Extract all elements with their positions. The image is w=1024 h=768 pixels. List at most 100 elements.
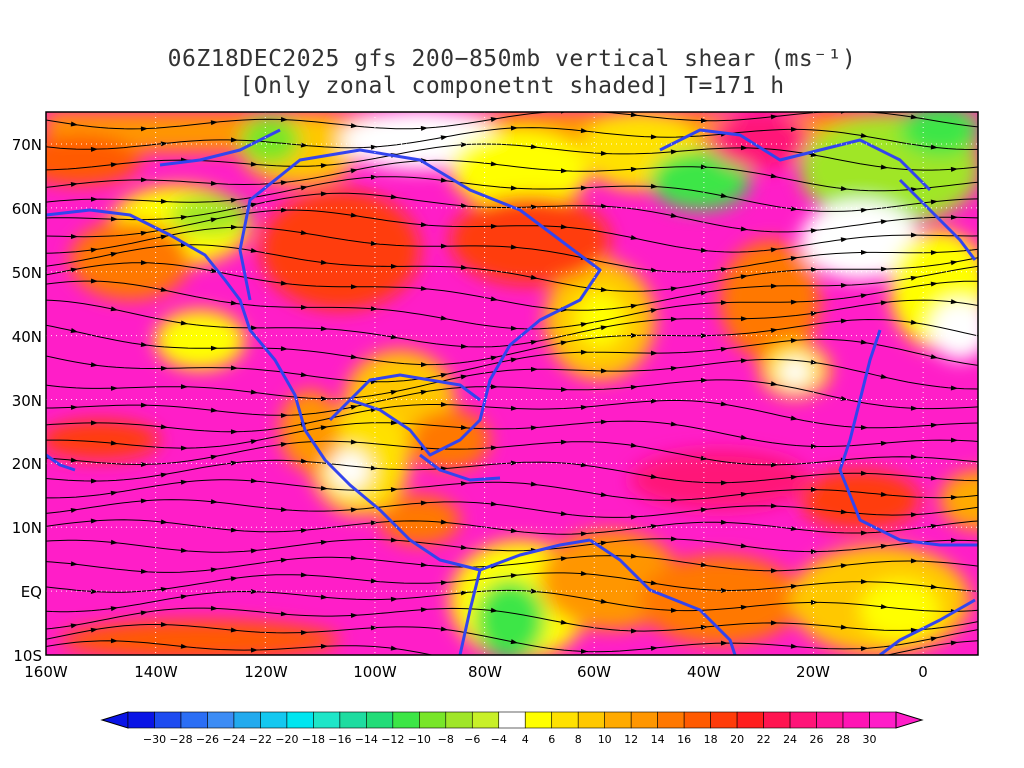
streamline-arrow — [160, 622, 168, 628]
colorbar-label: 4 — [522, 733, 529, 746]
streamline-arrow — [510, 125, 518, 131]
streamline-arrow — [930, 584, 938, 590]
streamline — [46, 420, 978, 449]
colorbar-min-arrow — [100, 711, 129, 729]
streamline-arrow — [180, 594, 188, 600]
streamline-arrow — [300, 185, 308, 191]
streamline-arrow — [950, 537, 958, 543]
streamline-arrow — [110, 306, 118, 312]
streamline-arrow — [320, 396, 328, 402]
streamline-arrow — [90, 278, 98, 284]
streamline-arrow — [510, 460, 518, 466]
lat-label-10n: 10N — [12, 519, 42, 537]
lat-label-40n: 40N — [12, 328, 42, 346]
streamline-arrow — [770, 283, 778, 289]
streamline-arrow — [650, 474, 658, 479]
streamline-arrow — [790, 338, 798, 344]
streamline-arrow — [790, 256, 798, 261]
streamline-arrow — [420, 607, 428, 613]
streamline-arrow — [510, 528, 518, 534]
streamline — [46, 209, 978, 253]
streamline-arrow — [530, 481, 538, 487]
streamline-arrow — [740, 604, 748, 610]
streamline-arrow — [390, 596, 398, 602]
streamline-arrow — [560, 511, 568, 517]
streamline-arrow — [350, 439, 358, 445]
streamline-arrow — [280, 557, 288, 563]
streamline — [46, 112, 978, 130]
streamline-arrow — [370, 240, 378, 246]
streamline-arrow — [720, 193, 728, 198]
colorbar-swatch — [630, 711, 658, 729]
colorbar-swatch — [498, 711, 526, 729]
streamline — [46, 538, 978, 553]
colorbar-label: 10 — [598, 733, 612, 746]
streamline-arrow — [600, 492, 608, 498]
colorbar-swatch — [789, 711, 817, 729]
colorbar-swatch — [683, 711, 711, 729]
streamline-arrow — [280, 180, 288, 186]
streamline-arrow — [350, 555, 358, 561]
streamline-arrow — [140, 402, 148, 408]
shaded-field — [46, 112, 978, 655]
streamline-arrow — [630, 514, 638, 520]
streamline — [46, 379, 978, 416]
colorbar-label: −22 — [249, 733, 272, 746]
streamline-arrow — [370, 465, 378, 471]
streamline-arrow — [350, 613, 358, 619]
streamline-arrow — [140, 260, 148, 266]
streamline-arrow — [950, 260, 958, 266]
streamline-arrow — [700, 247, 708, 253]
streamline-arrow — [110, 606, 118, 612]
streamline-arrow — [560, 387, 568, 393]
streamline-arrow — [210, 605, 218, 611]
streamline-arrow — [790, 584, 798, 590]
streamline-arrow — [490, 355, 498, 361]
streamline-arrow — [650, 398, 658, 404]
streamline-arrow — [770, 381, 778, 387]
streamline-arrow — [251, 325, 258, 331]
streamline-arrow — [320, 191, 328, 197]
streamline-arrow — [700, 507, 708, 513]
streamline — [46, 607, 978, 632]
streamline-arrow — [420, 125, 428, 131]
streamline-arrow — [860, 132, 868, 138]
streamline-arrow — [880, 373, 888, 379]
streamline-arrow — [210, 407, 218, 413]
colorbar-label: 28 — [836, 733, 850, 746]
streamline-arrow — [70, 234, 78, 240]
streamline-arrow — [580, 462, 588, 468]
colorbar-swatch — [763, 711, 791, 729]
streamline-arrow — [510, 639, 518, 645]
streamline-arrow — [110, 440, 118, 446]
streamline-arrow — [140, 462, 148, 468]
lon-label-160w: 160W — [24, 663, 68, 681]
streamline-arrow — [420, 362, 428, 368]
colorbar-swatch — [736, 711, 764, 729]
streamline-arrow — [440, 401, 448, 407]
lon-label-60w: 60W — [577, 663, 611, 681]
streamline-arrow — [460, 425, 468, 431]
streamline-arrow — [370, 578, 378, 584]
streamline-arrow — [300, 458, 308, 464]
streamline-arrow — [70, 457, 78, 463]
streamline-arrow — [720, 346, 728, 352]
streamline-arrow — [810, 443, 818, 449]
streamline-arrow — [160, 198, 168, 204]
streamline-arrow — [600, 598, 608, 604]
streamline-arrow — [770, 462, 778, 468]
lat-axis: 70N 60N 50N 40N 30N 20N 10N EQ 10S — [12, 136, 42, 665]
colorbar-swatch — [816, 711, 844, 729]
streamline-arrow — [860, 424, 868, 430]
streamline-arrow — [390, 334, 398, 340]
streamline-arrow — [560, 224, 568, 230]
streamline-arrow — [670, 149, 678, 155]
colorbar-swatch — [339, 711, 367, 729]
streamline-arrow — [160, 424, 168, 430]
streamline-arrow — [740, 226, 748, 232]
lat-label-eq: EQ — [21, 583, 42, 601]
streamline-arrow — [910, 275, 918, 281]
lon-label-80w: 80W — [468, 663, 502, 681]
streamline-arrow — [90, 518, 98, 524]
